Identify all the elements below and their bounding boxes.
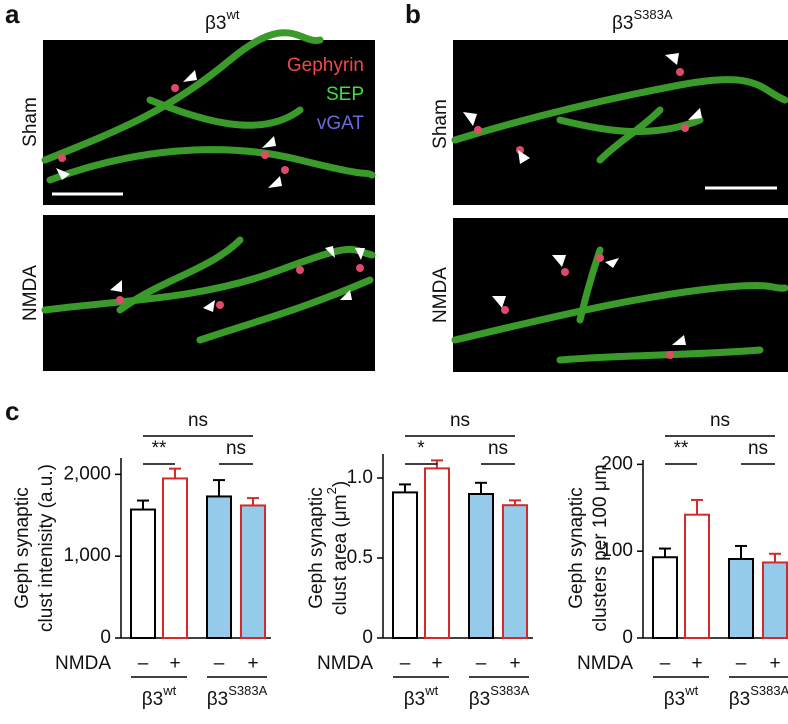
condition-label: NMDA: [20, 265, 41, 321]
significance-label: **: [674, 438, 689, 459]
bar: [130, 508, 156, 639]
y-axis-label: Geph synaptic: [12, 487, 33, 608]
genotype-label: β3wt: [205, 7, 240, 34]
y-axis-label: clust intenisity (a.u.): [36, 464, 57, 632]
x-tick-label: –: [138, 653, 149, 674]
panel-label: c: [5, 396, 19, 426]
significance-label: ns: [748, 438, 768, 459]
group-label-sup: S383A: [228, 683, 267, 698]
bar: [652, 556, 678, 639]
x-tick-label: +: [509, 653, 520, 674]
condition-label: Sham: [430, 99, 451, 149]
group-label-sup: S383A: [750, 683, 788, 698]
group-label-sup: wt: [424, 683, 438, 698]
y-tick-label: 1.0: [347, 467, 373, 488]
y-axis-label: Geph synaptic: [566, 487, 587, 608]
x-tick-label: +: [769, 653, 780, 674]
y-tick-label: 0.5: [347, 547, 373, 568]
group-label-sup: wt: [162, 683, 176, 698]
x-axis-label: NMDA: [55, 653, 111, 674]
x-tick-label: +: [247, 653, 258, 674]
y-tick-label: 200: [601, 453, 633, 474]
group-label-base: β3: [404, 689, 426, 710]
x-tick-label: +: [431, 653, 442, 674]
condition-label: NMDA: [430, 267, 451, 323]
channel-label: vGAT: [317, 113, 365, 134]
y-axis-label-tail: ): [330, 481, 351, 487]
y-axis-label: Geph synaptic: [306, 487, 327, 608]
channel-label: Gephyrin: [287, 55, 364, 76]
x-tick-label: –: [214, 653, 225, 674]
genotype-label: β3S383A: [612, 7, 673, 34]
group-label: β3S383A: [207, 683, 268, 710]
condition-label: Sham: [20, 97, 41, 147]
bar: [762, 561, 788, 640]
bar: [684, 513, 710, 640]
y-axis-label: clust area (μm2): [324, 481, 351, 615]
bar: [206, 495, 232, 640]
x-tick-label: +: [691, 653, 702, 674]
significance-label: ns: [188, 410, 208, 431]
x-tick-label: +: [169, 653, 180, 674]
group-label-sup: S383A: [490, 683, 529, 698]
x-tick-label: –: [476, 653, 487, 674]
bar: [728, 557, 754, 639]
y-tick-label: 100: [601, 540, 633, 561]
channel-label: SEP: [326, 84, 364, 105]
group-label: β3wt: [664, 683, 699, 710]
image-nmda-mut: [453, 218, 788, 372]
x-axis-label: NMDA: [317, 653, 373, 674]
y-axis-label: clusters per 100 μm: [590, 464, 611, 631]
y-axis-label-base: clust area (μm: [330, 494, 351, 615]
y-tick-label: 0: [362, 627, 373, 648]
y-tick-label: 0: [100, 627, 111, 648]
group-label: β3S383A: [729, 683, 788, 710]
x-tick-label: –: [736, 653, 747, 674]
arrowheads: [56, 53, 702, 345]
panel-label: b: [405, 0, 421, 29]
genotype-label-sup: wt: [226, 7, 240, 22]
significance-label: ns: [450, 410, 470, 431]
significance-label: ns: [710, 410, 730, 431]
bar: [162, 477, 188, 640]
group-label-base: β3: [664, 689, 686, 710]
bar: [468, 493, 494, 639]
group-label-base: β3: [729, 689, 751, 710]
y-tick-label: 2,000: [63, 463, 111, 484]
micrographs: [41, 29, 788, 372]
puncta: [58, 68, 689, 359]
genotype-label-sup: S383A: [634, 7, 673, 22]
genotype-label-base: β3: [205, 13, 227, 34]
group-label-sup: wt: [684, 683, 698, 698]
group-label-base: β3: [142, 689, 164, 710]
y-axis-label-sup: 2: [324, 487, 339, 494]
group-label: β3wt: [142, 683, 177, 710]
significance-label: ns: [226, 438, 246, 459]
genotype-label-base: β3: [612, 13, 634, 34]
y-tick-label: 1,000: [63, 545, 111, 566]
x-tick-label: –: [660, 653, 671, 674]
significance-label: *: [417, 438, 425, 459]
bar: [502, 504, 528, 640]
group-label: β3S383A: [469, 683, 530, 710]
significance-label: **: [152, 438, 167, 459]
group-label-base: β3: [469, 689, 491, 710]
x-tick-label: –: [400, 653, 411, 674]
x-axis-label: NMDA: [577, 653, 633, 674]
panel-label: a: [5, 0, 20, 29]
group-label-base: β3: [207, 689, 229, 710]
group-label: β3wt: [404, 683, 439, 710]
bar: [240, 504, 266, 640]
y-tick-label: 0: [622, 627, 633, 648]
bar: [392, 491, 418, 639]
dendrites: [41, 29, 788, 364]
significance-label: ns: [488, 438, 508, 459]
bar: [424, 467, 450, 639]
